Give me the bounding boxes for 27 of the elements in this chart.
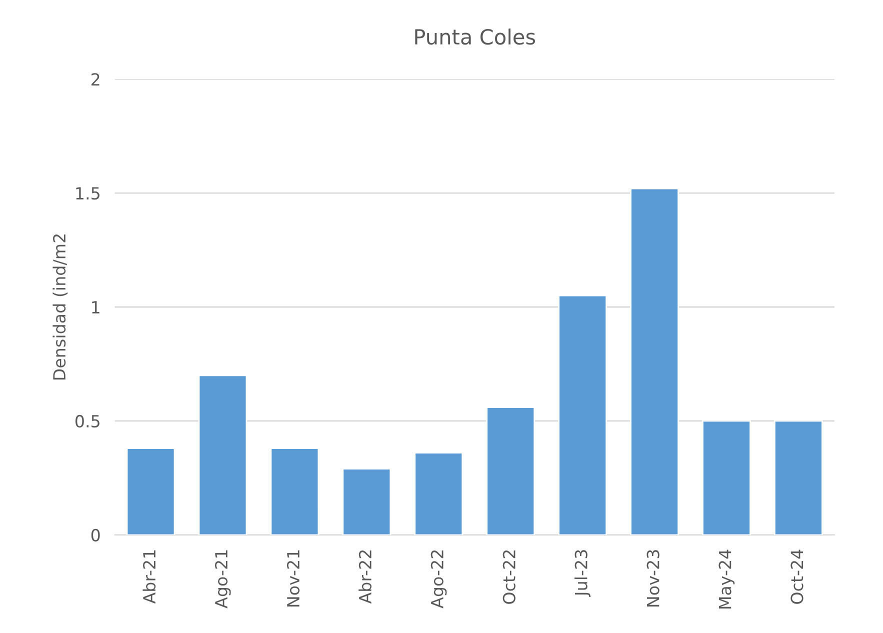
bar [702,420,751,535]
chart-title: Punta Coles [415,28,536,45]
bar [342,468,392,535]
x-tick-label: Abr-22 [358,550,372,604]
x-tick-label: Nov-21 [286,550,300,606]
bar [126,448,176,535]
bar [630,188,679,535]
x-tick-label: Ago-22 [430,550,447,608]
x-tick-label: May-24 [718,550,735,609]
bar [558,294,608,535]
bar [414,452,464,535]
y-tick-label: 0 [91,528,100,542]
bar [486,406,536,535]
x-tick-label: Oct-22 [502,550,516,604]
y-tick-label: 0.5 [75,414,100,428]
x-tick-label: Ago-21 [214,550,231,608]
y-tick-label: 2 [92,73,100,86]
x-tick-label: Oct-24 [790,550,804,604]
y-axis-title: Densidad (ind/m2 [52,234,68,380]
y-tick-label: 1 [92,301,100,314]
bar [198,374,248,535]
bar [774,420,823,535]
x-tick-label: Jul-23 [574,550,590,597]
bar [270,448,320,535]
x-tick-label: Abr-21 [142,550,156,604]
x-tick-label: Nov-23 [646,550,660,606]
y-tick-label: 1.5 [76,187,100,200]
